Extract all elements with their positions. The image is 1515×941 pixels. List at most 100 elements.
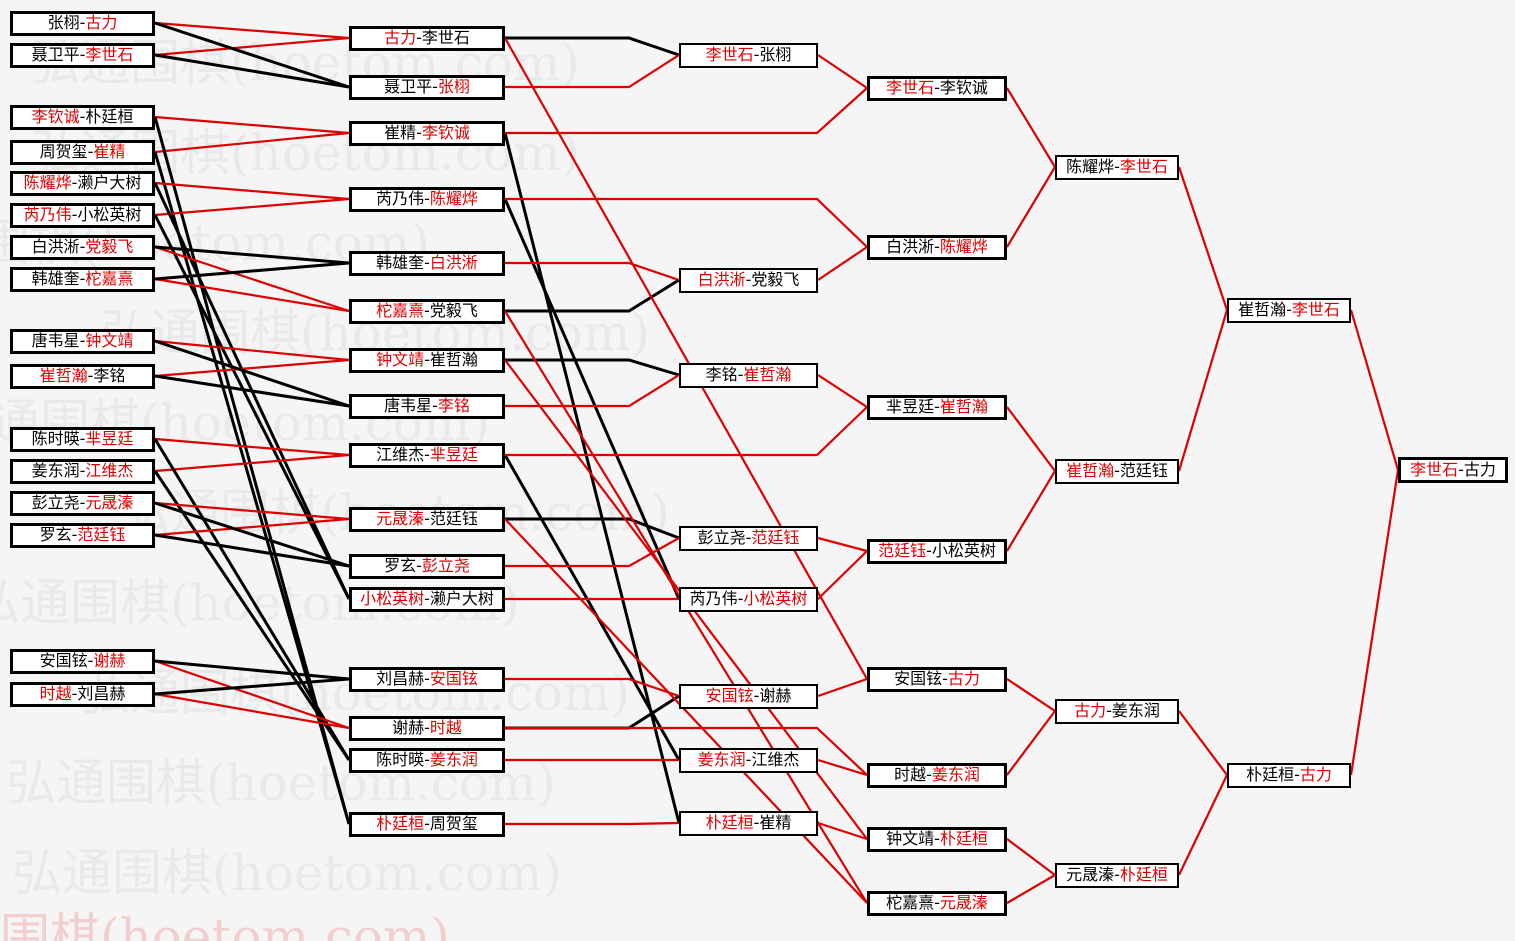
- match-r1m8: 韩雄奎 - 柁嘉熹: [10, 266, 155, 292]
- connector-line: [154, 245, 350, 313]
- match-r1m15: 安国铉 - 谢赫: [10, 648, 155, 674]
- match-r2m14: 谢赫 - 时越: [349, 715, 505, 741]
- dash-separator: -: [424, 301, 430, 320]
- connector-line: [154, 181, 350, 201]
- player-name: 姜东润: [1111, 701, 1160, 720]
- connector-line: [504, 37, 868, 680]
- player-name: 刘昌赫: [77, 684, 126, 703]
- player-name: 时越: [429, 718, 462, 737]
- player-name: 李世石: [1410, 460, 1459, 479]
- player-name: 谢赫: [759, 686, 792, 705]
- player-name: 崔哲瀚: [939, 397, 988, 416]
- connector-line: [154, 53, 350, 89]
- connector-line: [154, 339, 350, 408]
- player-name: 陈耀烨: [939, 237, 988, 256]
- dash-separator: -: [79, 13, 86, 32]
- match-r3m8: 朴廷桓 - 崔精: [679, 810, 818, 836]
- player-name: 安国铉: [429, 669, 478, 688]
- connector-line: [154, 245, 350, 265]
- connector-line: [1349, 309, 1400, 471]
- match-r1m3: 李钦诚 - 朴廷桓: [10, 104, 155, 130]
- dash-separator: -: [71, 525, 78, 544]
- match-sfm2: 朴廷桓 - 古力: [1227, 762, 1351, 788]
- match-sfm1: 崔哲瀚 - 李世石: [1227, 297, 1351, 323]
- dash-separator: -: [1294, 765, 1300, 784]
- dash-separator: -: [1114, 865, 1120, 884]
- connector-line: [154, 197, 350, 217]
- player-name: 李钦诚: [421, 123, 470, 142]
- dash-separator: -: [753, 45, 760, 64]
- player-name: 安国铉: [894, 669, 943, 688]
- player-name: 白洪淅: [697, 270, 746, 289]
- player-name: 濑户大树: [429, 589, 494, 608]
- connector-line: [154, 131, 350, 154]
- match-r4m1: 李世石 - 李钦诚: [867, 75, 1007, 101]
- dash-separator: -: [424, 253, 430, 272]
- connector-line: [154, 358, 350, 378]
- player-name: 安国铉: [39, 651, 88, 670]
- match-r1m13: 彭立尧 - 元晟溱: [10, 490, 155, 516]
- dash-separator: -: [424, 589, 430, 608]
- dash-separator: -: [737, 589, 744, 608]
- player-name: 柁嘉熹: [376, 301, 425, 320]
- dash-separator: -: [926, 765, 932, 784]
- connector-line: [154, 533, 350, 568]
- connector-line: [154, 36, 350, 57]
- player-name: 濑户大树: [77, 173, 142, 192]
- player-name: 李铭: [93, 366, 126, 385]
- dash-separator: -: [424, 445, 430, 464]
- connector-line: [817, 536, 868, 553]
- dash-separator: -: [1114, 157, 1120, 176]
- match-r1m5: 陈耀烨 - 濑户大树: [10, 170, 155, 196]
- player-name: 时越: [39, 684, 72, 703]
- player-name: 李钦诚: [31, 107, 80, 126]
- player-name: 韩雄奎: [31, 269, 80, 288]
- player-name: 朴廷桓: [85, 107, 134, 126]
- match-r1m2: 聂卫平 - 李世石: [10, 42, 155, 68]
- player-name: 张栩: [47, 13, 80, 32]
- match-qfm1: 陈耀烨 - 李世石: [1055, 154, 1179, 180]
- dash-separator: -: [87, 142, 94, 161]
- player-name: 罗玄: [39, 525, 72, 544]
- player-name: 范廷钰: [77, 525, 126, 544]
- match-r2m6: 柁嘉熹 - 党毅飞: [349, 298, 505, 324]
- dash-separator: -: [424, 669, 430, 688]
- player-name: 朴廷桓: [376, 814, 425, 833]
- connector-line: [505, 87, 868, 135]
- player-name: 崔精: [759, 813, 792, 832]
- connector-line: [504, 518, 868, 904]
- connector-line: [817, 677, 868, 698]
- dash-separator: -: [416, 123, 422, 142]
- player-name: 周贺玺: [39, 142, 88, 161]
- player-name: 钟文靖: [85, 331, 134, 350]
- dash-separator: -: [424, 814, 430, 833]
- player-name: 李世石: [705, 45, 754, 64]
- player-name: 陈时暎: [376, 750, 425, 769]
- dash-separator: -: [1458, 460, 1464, 479]
- dash-separator: -: [934, 78, 940, 97]
- player-name: 柁嘉熹: [886, 893, 935, 912]
- player-name: 范廷钰: [878, 541, 927, 560]
- player-name: 范廷钰: [751, 528, 800, 547]
- player-name: 聂卫平: [31, 45, 80, 64]
- dash-separator: -: [424, 718, 430, 737]
- match-r1m16: 时越 - 刘昌赫: [10, 681, 155, 707]
- dash-separator: -: [753, 686, 760, 705]
- player-name: 江维杰: [751, 750, 800, 769]
- player-name: 元晟溱: [1066, 865, 1115, 884]
- match-qfm4: 元晟溱 - 朴廷桓: [1055, 862, 1179, 888]
- connector-line: [817, 374, 868, 408]
- dash-separator: -: [745, 528, 752, 547]
- player-name: 陈耀烨: [1066, 157, 1115, 176]
- match-r3m3: 李铭 - 崔哲瀚: [679, 362, 818, 388]
- player-name: 朴廷桓: [1246, 765, 1295, 784]
- player-name: 元晟溱: [376, 509, 425, 528]
- match-r1m1: 张栩 - 古力: [10, 10, 155, 36]
- dash-separator: -: [934, 397, 940, 416]
- match-r3m6: 安国铉 - 谢赫: [679, 683, 818, 709]
- player-name: 芈昱廷: [85, 429, 134, 448]
- player-name: 朴廷桓: [705, 813, 754, 832]
- connector-line: [505, 517, 680, 540]
- player-name: 唐韦星: [384, 396, 433, 415]
- connector-line: [505, 36, 680, 57]
